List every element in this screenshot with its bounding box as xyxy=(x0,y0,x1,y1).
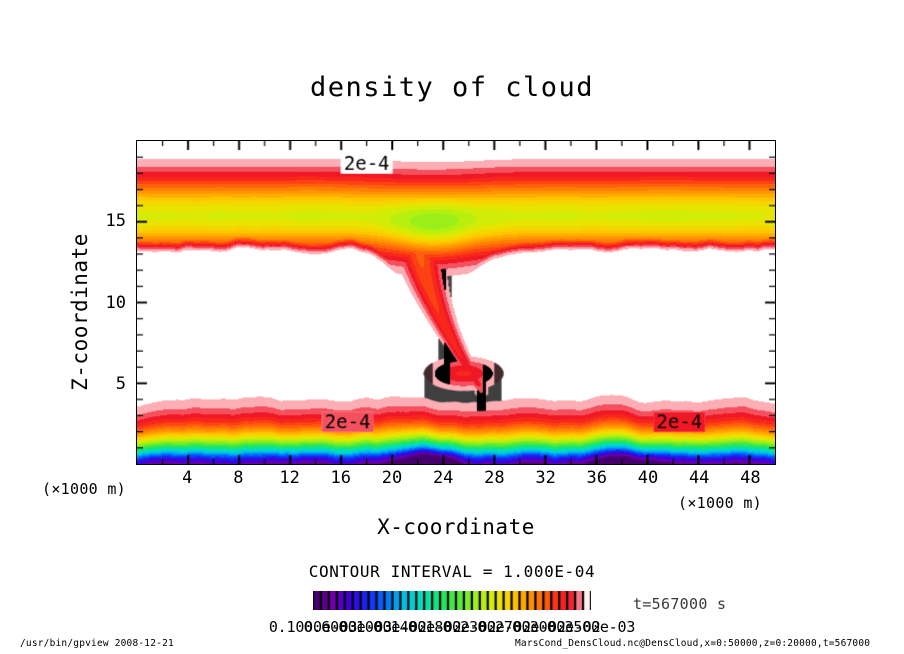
footer-generator-label: /usr/bin/gpview 2008-12-21 xyxy=(20,638,174,649)
contour-plot-canvas xyxy=(137,141,775,464)
time-label: t=567000 s xyxy=(633,595,727,613)
colorbar-tick-label: 0.2300e-02 xyxy=(442,618,532,636)
colorbar-tick-labels: 0.1000e-03 0.6000e-03 0.1000e-02 0.1400e-02… xyxy=(180,618,740,638)
x-tick-label: 12 xyxy=(279,468,300,488)
y-tick-label: 5 xyxy=(115,373,126,394)
colorbar-tick-label: 0.6000e-03 xyxy=(303,618,393,636)
x-tick-label: 20 xyxy=(381,468,403,488)
x-tick-label: 24 xyxy=(432,468,454,488)
colorbar-tick-label: 0.1000e-03 xyxy=(268,618,358,636)
x-tick-label: 16 xyxy=(330,468,352,488)
colorbar xyxy=(313,591,591,610)
x-tick-label: 4 xyxy=(182,468,193,488)
colorbar-tick-label: 0.1400e-02 xyxy=(373,618,462,636)
contour-interval-label: CONTOUR INTERVAL = 1.000E-04 xyxy=(308,562,596,581)
x-tick-label: 32 xyxy=(535,468,556,488)
x-tick-label: 48 xyxy=(740,468,761,488)
colorbar-canvas xyxy=(313,591,591,610)
contour-plot xyxy=(136,140,776,465)
y-axis-unit-label: (×1000 m) xyxy=(42,480,126,498)
colorbar-tick-label: 0.3000e-02 xyxy=(512,618,601,636)
colorbar-tick-label: 0.3500e-03 xyxy=(546,618,636,636)
colorbar-tick-label: 0.1800e-02 xyxy=(407,618,497,636)
footer-dataset-label: MarsCond_DensCloud.nc@DensCloud,x=0:5000… xyxy=(515,638,871,649)
page-title: density of cloud xyxy=(309,72,595,103)
x-tick-label: 36 xyxy=(586,468,608,488)
colorbar-tick-label: 0.2700e-02 xyxy=(477,618,566,636)
y-axis-title: Z-coordinate xyxy=(68,233,92,391)
x-tick-label: 44 xyxy=(688,468,710,488)
x-axis-title: X-coordinate xyxy=(377,515,535,539)
colorbar-tick-label: 0.1000e-02 xyxy=(338,618,427,636)
x-tick-label: 8 xyxy=(233,468,244,488)
x-tick-label: 40 xyxy=(637,468,659,488)
x-axis-unit-label: (×1000 m) xyxy=(678,494,762,512)
y-tick-label: 15 xyxy=(105,211,126,232)
y-tick-label: 10 xyxy=(105,292,126,313)
x-tick-label: 28 xyxy=(484,468,505,488)
